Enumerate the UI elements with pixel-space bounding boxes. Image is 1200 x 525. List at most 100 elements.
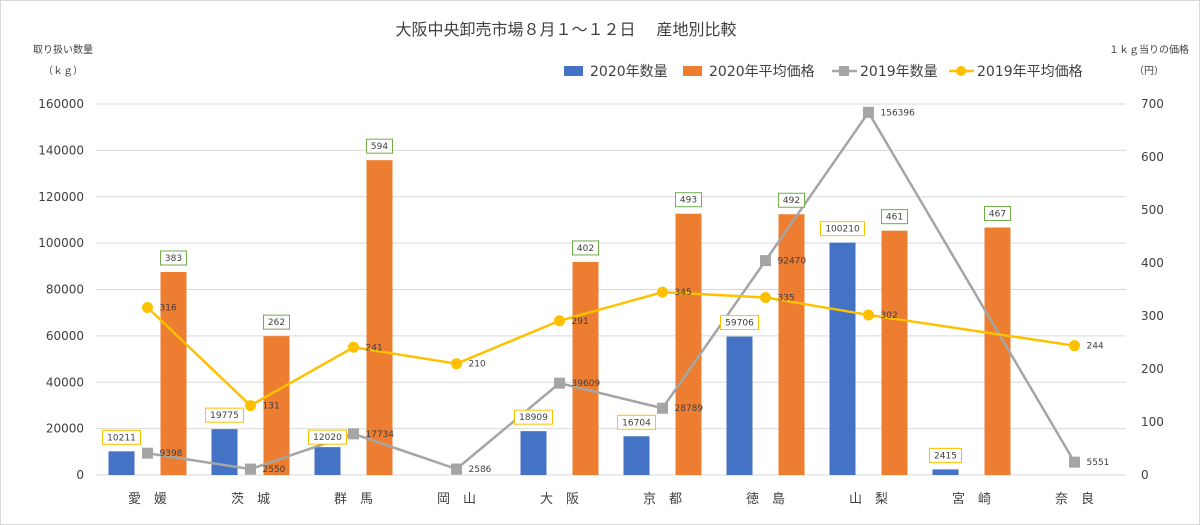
data-label-3: 28789 bbox=[675, 404, 704, 414]
data-label-1: 59706 bbox=[725, 319, 754, 329]
data-label-1: 12020 bbox=[313, 433, 342, 443]
marker-4 bbox=[451, 358, 462, 370]
line-series bbox=[142, 106, 1080, 475]
label-box-1 bbox=[617, 414, 656, 430]
left-tick-label: 60000 bbox=[46, 329, 84, 343]
label-box-2 bbox=[572, 240, 599, 256]
marker-4 bbox=[245, 400, 256, 412]
data-label-2: 402 bbox=[577, 244, 594, 254]
bar-2 bbox=[984, 227, 1011, 475]
bar-1 bbox=[932, 469, 959, 475]
marker-3 bbox=[451, 463, 462, 475]
marker-3 bbox=[657, 402, 668, 414]
right-tick-label: 100 bbox=[1141, 415, 1164, 429]
category-label: 岡 山 bbox=[437, 492, 476, 507]
label-box-1 bbox=[308, 429, 347, 445]
left-tick-label: 100000 bbox=[38, 236, 84, 250]
data-label-2: 461 bbox=[886, 213, 903, 223]
data-label-3: 92470 bbox=[778, 257, 807, 267]
bar-1 bbox=[623, 436, 650, 475]
marker-4 bbox=[760, 291, 771, 303]
data-label-2: 493 bbox=[680, 196, 697, 206]
data-label-3: 5551 bbox=[1087, 458, 1110, 468]
right-tick-label: 600 bbox=[1141, 150, 1164, 164]
left-tick-label: 120000 bbox=[38, 190, 84, 204]
data-labels: 1021119775120201890916704597061002102415… bbox=[102, 108, 1110, 475]
data-label-3: 17734 bbox=[366, 430, 395, 440]
data-label-4: 302 bbox=[881, 311, 898, 321]
bar-1 bbox=[726, 336, 753, 475]
left-axis-ticks: 0 20000 40000 60000 80000 100000 120000 140000 1… bbox=[38, 97, 84, 482]
category-label: 群 馬 bbox=[334, 492, 373, 507]
left-axis-title-line2: （ｋｇ） bbox=[43, 65, 83, 77]
data-label-4: 316 bbox=[160, 304, 177, 314]
data-label-2: 262 bbox=[268, 318, 285, 328]
right-tick-label: 400 bbox=[1141, 256, 1164, 270]
marker-3 bbox=[245, 463, 256, 475]
right-tick-label: 0 bbox=[1141, 468, 1149, 482]
bar-2 bbox=[675, 213, 702, 475]
data-label-3: 2586 bbox=[469, 465, 492, 475]
category-label: 京 都 bbox=[643, 492, 682, 507]
marker-4 bbox=[863, 309, 874, 321]
data-label-2: 467 bbox=[989, 209, 1006, 219]
bar-1 bbox=[520, 431, 547, 475]
left-tick-label: 160000 bbox=[38, 97, 84, 111]
bar-2 bbox=[572, 261, 599, 475]
label-box-1 bbox=[820, 221, 865, 237]
legend-label-3: 2019年数量 bbox=[860, 64, 938, 80]
marker-3 bbox=[142, 447, 153, 459]
data-label-1: 2415 bbox=[934, 451, 957, 461]
data-label-3: 2550 bbox=[263, 465, 286, 475]
bar-1 bbox=[211, 429, 238, 475]
label-box-1 bbox=[929, 447, 962, 463]
legend-label-1: 2020年数量 bbox=[590, 64, 668, 80]
bar-1 bbox=[314, 447, 341, 475]
bar-1 bbox=[829, 242, 856, 475]
label-box-2 bbox=[263, 314, 290, 330]
left-tick-label: 140000 bbox=[38, 143, 84, 157]
category-label: 山 梨 bbox=[849, 492, 888, 507]
right-tick-label: 300 bbox=[1141, 309, 1164, 323]
legend-swatch-2 bbox=[683, 66, 702, 76]
legend-marker-4 bbox=[956, 66, 966, 76]
left-tick-label: 20000 bbox=[46, 422, 84, 436]
category-label: 大 阪 bbox=[540, 492, 579, 507]
label-box-2 bbox=[984, 205, 1011, 221]
marker-3 bbox=[863, 106, 874, 118]
bar-series bbox=[108, 160, 1011, 476]
legend: 2020年数量 2020年平均価格 2019年数量 2019年平均価格 bbox=[564, 64, 1083, 80]
data-label-4: 345 bbox=[675, 288, 692, 298]
data-label-2: 594 bbox=[371, 142, 388, 152]
bar-2 bbox=[881, 230, 908, 475]
label-box-2 bbox=[160, 250, 187, 266]
category-label: 奈 良 bbox=[1055, 491, 1094, 507]
data-label-4: 210 bbox=[469, 360, 486, 370]
left-tick-label: 0 bbox=[76, 468, 84, 482]
marker-3 bbox=[554, 377, 565, 389]
marker-3 bbox=[348, 428, 359, 440]
category-label: 徳 島 bbox=[746, 492, 785, 507]
marker-4 bbox=[554, 315, 565, 327]
legend-label-4: 2019年平均価格 bbox=[977, 64, 1083, 80]
bar-2 bbox=[778, 214, 805, 476]
marker-4 bbox=[348, 341, 359, 353]
chart-title: 大阪中央卸売市場８月１～１２日 産地別比較 bbox=[395, 20, 736, 39]
label-box-2 bbox=[881, 209, 908, 225]
data-label-2: 492 bbox=[783, 196, 800, 206]
right-axis-title-line1: １ｋｇ当りの価格 bbox=[1109, 43, 1189, 56]
data-label-2: 383 bbox=[165, 254, 182, 264]
category-label: 茨 城 bbox=[231, 492, 270, 507]
legend-marker-3 bbox=[839, 66, 849, 76]
data-label-3: 9398 bbox=[160, 449, 183, 459]
left-tick-label: 80000 bbox=[46, 283, 84, 297]
bar-2 bbox=[366, 160, 393, 475]
bar-2 bbox=[160, 272, 187, 475]
data-label-1: 18909 bbox=[519, 413, 548, 423]
marker-3 bbox=[760, 255, 771, 267]
data-label-3: 39609 bbox=[572, 379, 601, 389]
marker-3 bbox=[1069, 456, 1080, 468]
legend-swatch-1 bbox=[564, 66, 583, 76]
